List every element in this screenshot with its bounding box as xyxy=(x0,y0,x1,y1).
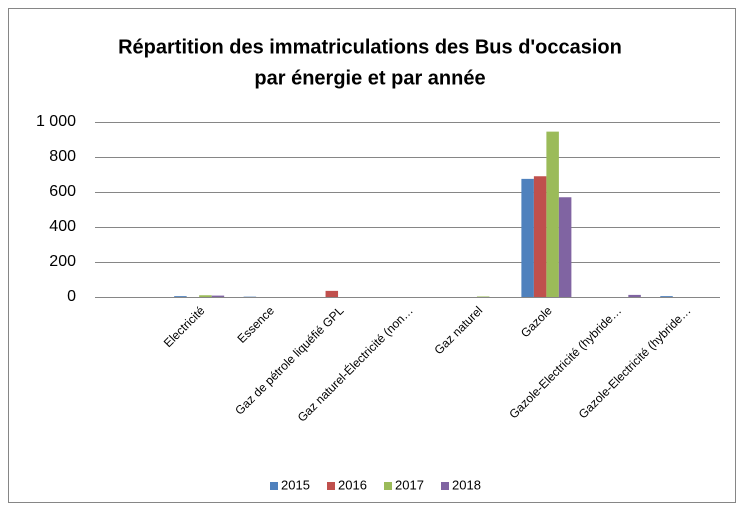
legend-swatch xyxy=(327,482,335,490)
bar xyxy=(174,296,187,297)
bar xyxy=(211,295,225,297)
bar xyxy=(476,296,490,297)
bar xyxy=(325,290,339,297)
chart-title: par énergie et par année xyxy=(254,67,485,89)
bar xyxy=(628,294,641,297)
legend-swatch xyxy=(270,482,278,490)
y-tick-label: 800 xyxy=(49,148,76,165)
bar xyxy=(533,176,547,297)
bar xyxy=(521,178,534,297)
legend-swatch xyxy=(384,482,392,490)
legend-label: 2018 xyxy=(452,477,481,492)
bar xyxy=(199,295,212,297)
y-tick-label: 0 xyxy=(67,288,76,305)
chart-title: Répartition des immatriculations des Bus… xyxy=(118,36,622,58)
legend-swatch xyxy=(441,482,449,490)
legend-label: 2016 xyxy=(338,477,367,492)
bar xyxy=(660,296,673,297)
legend-label: 2017 xyxy=(395,477,424,492)
bar xyxy=(546,131,559,297)
y-tick-label: 1 000 xyxy=(36,113,76,130)
y-tick-label: 200 xyxy=(49,253,76,270)
legend-label: 2015 xyxy=(281,477,310,492)
bar xyxy=(558,197,572,297)
y-tick-label: 600 xyxy=(49,183,76,200)
chart-border xyxy=(8,8,736,503)
y-tick-label: 400 xyxy=(49,218,76,235)
